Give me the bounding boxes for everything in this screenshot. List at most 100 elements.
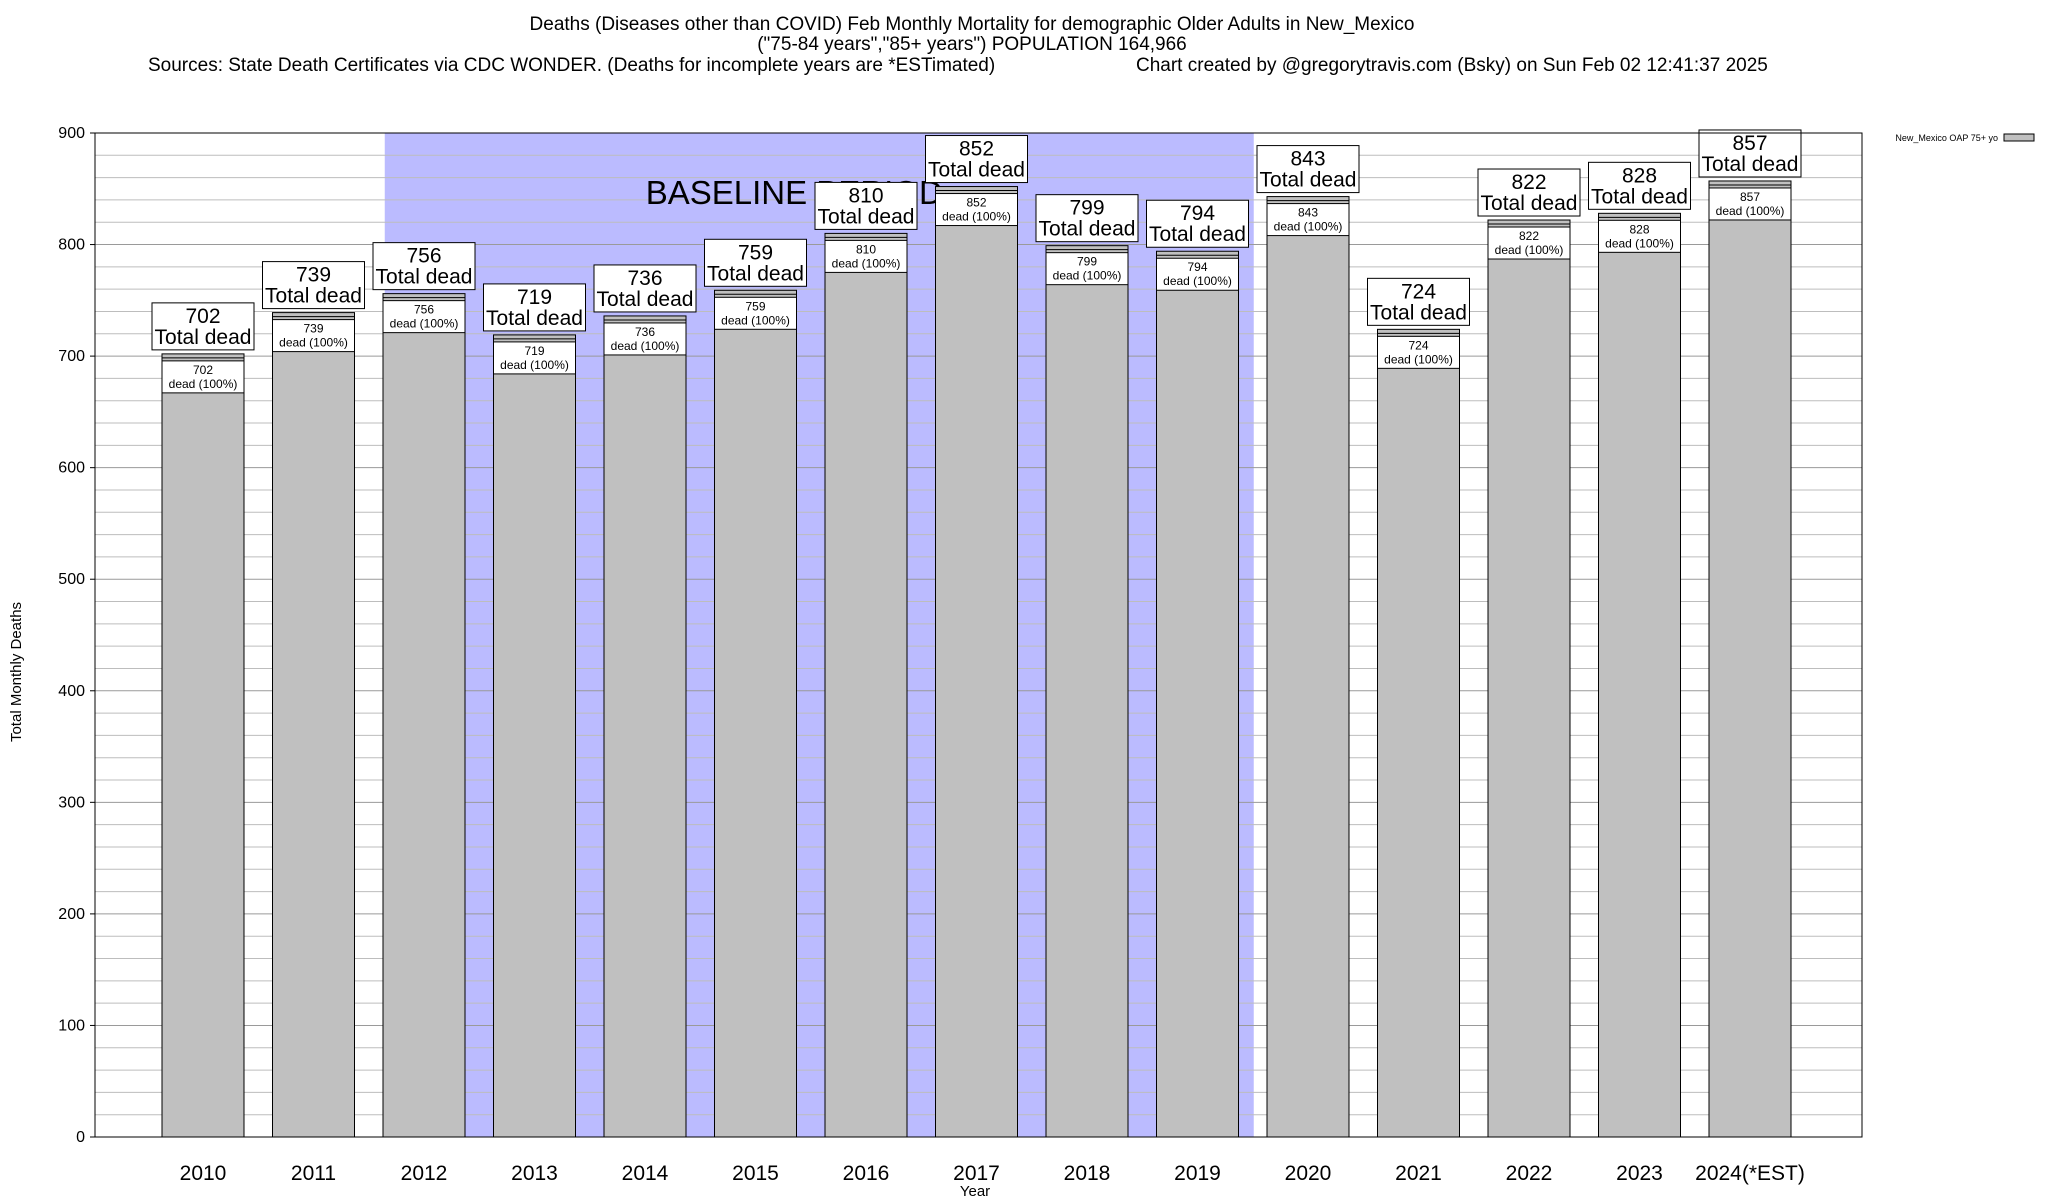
axis-layer: 2010 2011 2012 2013 2014 2015 2016 2017 2018 2019… [58, 125, 1863, 1185]
bar [1708, 180, 1792, 1138]
inner-percent-label: dead (100%) [1384, 352, 1453, 366]
bar [1598, 212, 1681, 1138]
total-value-label: 852 [959, 138, 994, 161]
inner-value-label: 739 [303, 322, 323, 336]
inner-label-box [1598, 219, 1681, 253]
y-tick-label: 900 [58, 125, 85, 142]
inner-percent-label: dead (100%) [611, 339, 680, 353]
inner-percent-label: dead (100%) [832, 256, 901, 270]
inner-label-box [1266, 203, 1350, 237]
inner-percent-label: dead (100%) [1495, 243, 1564, 257]
y-axis-title: Total Monthly Deaths [8, 602, 25, 742]
total-value-label: 759 [738, 241, 773, 264]
bar [1377, 328, 1460, 1138]
inner-value-label: 799 [1077, 255, 1097, 269]
inner-label-box [1045, 252, 1129, 286]
inner-percent-label: dead (100%) [1274, 220, 1343, 234]
total-label-box [704, 238, 807, 287]
bar [824, 232, 908, 1138]
total-label-box [1256, 145, 1360, 194]
total-label-box [1588, 161, 1691, 210]
inner-percent-label: dead (100%) [942, 210, 1011, 224]
total-text-label: Total dead [1481, 192, 1578, 215]
total-value-label: 736 [627, 267, 662, 290]
total-label-box [262, 261, 365, 310]
total-text-label: Total dead [818, 205, 915, 228]
legend-swatch [2003, 133, 2035, 142]
x-axis-title: Year [960, 1183, 990, 1200]
total-text-label: Total dead [376, 266, 473, 289]
inner-label-box [272, 319, 355, 353]
inner-value-label: 736 [635, 325, 655, 339]
legend-label: New_Mexico OAP 75+ yo [1895, 133, 1998, 143]
y-tick-label: 400 [58, 683, 85, 700]
inner-value-label: 828 [1629, 222, 1649, 236]
total-value-label: 719 [517, 286, 552, 309]
y-tick-label: 300 [58, 794, 85, 811]
total-label-box [1035, 194, 1139, 243]
legend: New_Mexico OAP 75+ yo [1895, 133, 2035, 143]
total-value-label: 857 [1732, 132, 1767, 155]
inner-value-label: 719 [524, 344, 544, 358]
bar [714, 289, 797, 1138]
inner-percent-label: dead (100%) [279, 336, 348, 350]
chart-credit: Chart created by @gregorytravis.com (Bsk… [1136, 55, 1768, 76]
inner-value-label: 756 [414, 303, 434, 317]
y-tick-label: 200 [58, 906, 85, 923]
inner-value-label: 810 [856, 242, 876, 256]
inner-value-label: 759 [745, 299, 765, 313]
bar [935, 186, 1018, 1138]
total-value-label: 724 [1401, 280, 1436, 303]
bar [161, 353, 245, 1138]
inner-label-box [1156, 257, 1239, 291]
total-label-box [151, 302, 255, 351]
inner-percent-label: dead (100%) [390, 317, 459, 331]
inner-percent-label: dead (100%) [500, 358, 569, 372]
total-text-label: Total dead [1702, 153, 1799, 176]
total-text-label: Total dead [1370, 301, 1467, 324]
x-tick-label: 2023 [1616, 1162, 1663, 1185]
x-tick-label: 2018 [1064, 1162, 1111, 1185]
total-text-label: Total dead [597, 288, 694, 311]
total-value-label: 702 [185, 305, 220, 328]
total-text-label: Total dead [1260, 169, 1357, 192]
total-text-label: Total dead [486, 307, 583, 330]
inner-label-box [1487, 226, 1571, 260]
inner-value-label: 702 [193, 363, 213, 377]
inner-percent-label: dead (100%) [1716, 204, 1785, 218]
chart-subtitle: ("75-84 years","85+ years") POPULATION 1… [757, 34, 1187, 55]
x-tick-label: 2021 [1395, 1162, 1442, 1185]
inner-label-box [1377, 335, 1460, 369]
total-label-box [925, 135, 1028, 184]
total-value-label: 843 [1290, 148, 1325, 171]
total-value-label: 828 [1622, 164, 1657, 187]
inner-label-box [603, 322, 687, 356]
inner-label-box [493, 341, 576, 375]
total-label-box [483, 283, 586, 332]
x-tick-label: 2012 [401, 1162, 448, 1185]
total-text-label: Total dead [928, 159, 1025, 182]
total-text-label: Total dead [1149, 223, 1246, 246]
y-tick-label: 700 [58, 348, 85, 365]
bar [603, 315, 687, 1138]
total-value-label: 810 [848, 184, 883, 207]
x-tick-label: 2014 [622, 1162, 669, 1185]
total-value-label: 822 [1511, 171, 1546, 194]
bar [382, 293, 466, 1138]
total-text-label: Total dead [707, 262, 804, 285]
inner-label-box [382, 300, 466, 334]
y-tick-label: 0 [76, 1129, 85, 1146]
y-tick-label: 600 [58, 460, 85, 477]
total-text-label: Total dead [1039, 218, 1136, 241]
